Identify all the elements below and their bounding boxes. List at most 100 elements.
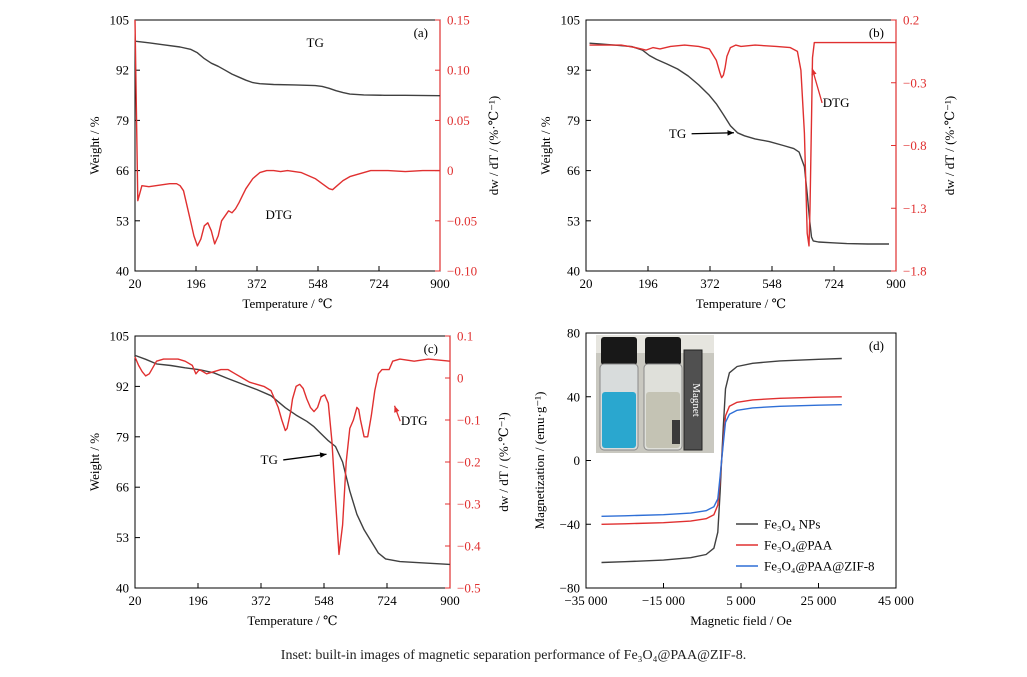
panel-label: (b) xyxy=(869,25,884,40)
annotation-arrowhead xyxy=(811,68,817,76)
x-tick-label: 548 xyxy=(762,276,782,291)
annotation-arrow xyxy=(283,453,327,461)
y-tick-label: −40 xyxy=(560,517,580,532)
chart-panel-3: Magnet −35 000 −15 000 5 000 25 000 45 000 −80… xyxy=(532,326,914,629)
legend-label: Fe₃O₄@PAA@ZIF-8 xyxy=(764,559,875,574)
panel-label: (d) xyxy=(869,338,884,353)
y-axis-label: Weight / % xyxy=(87,433,102,491)
y-right-axis-label: dw / dT / (%·℃⁻¹) xyxy=(486,96,501,195)
y-right-tick-label: −0.3 xyxy=(457,497,481,512)
y-tick-label: 105 xyxy=(110,329,130,344)
y-right-tick-label: 0.1 xyxy=(457,329,473,344)
x-tick-label: −15 000 xyxy=(642,593,685,608)
annotation-TG: TG xyxy=(307,35,324,50)
x-tick-label: 5 000 xyxy=(726,593,755,608)
y-right-tick-label: −0.4 xyxy=(457,539,481,554)
x-axis-label: Magnetic field / Oe xyxy=(690,613,792,628)
y-right-tick-label: −1.8 xyxy=(903,264,927,279)
inset-magnet-label: Magnet xyxy=(690,383,702,417)
y-tick-label: 80 xyxy=(567,326,580,341)
panel-label: (c) xyxy=(424,341,438,356)
x-tick-label: 25 000 xyxy=(801,593,837,608)
series-line-TG xyxy=(589,42,889,245)
y-tick-label: 0 xyxy=(574,453,581,468)
x-axis-label: Temperature / ℃ xyxy=(696,296,786,311)
legend-label: Fe₃O₄ NPs xyxy=(764,517,820,532)
annotation-TG: TG xyxy=(669,126,686,141)
plot-frame xyxy=(585,19,897,272)
y-tick-label: 53 xyxy=(567,213,580,228)
series-line-TG xyxy=(134,40,441,97)
annotation-TG: TG xyxy=(261,452,278,467)
y-tick-label: 92 xyxy=(116,63,129,78)
y-tick-label: 105 xyxy=(561,13,581,28)
y-right-tick-label: −0.10 xyxy=(447,264,477,279)
y-right-tick-label: −0.3 xyxy=(903,75,927,90)
legend-label: Fe₃O₄@PAA xyxy=(764,538,833,553)
y-right-tick-label: 0 xyxy=(457,371,464,386)
x-tick-label: 900 xyxy=(430,276,450,291)
y-tick-label: 79 xyxy=(116,429,129,444)
series-line-DTG xyxy=(134,19,440,247)
plot-frame xyxy=(134,335,451,589)
y-tick-label: 66 xyxy=(116,480,130,495)
annotation-arrowhead xyxy=(727,130,734,136)
vial-cap xyxy=(601,337,637,365)
figure-caption: Inset: built-in images of magnetic separ… xyxy=(280,648,747,663)
magnet-block xyxy=(683,349,703,451)
x-tick-label: 548 xyxy=(308,276,328,291)
annotation-arrow xyxy=(691,132,734,135)
y-tick-label: 79 xyxy=(567,113,580,128)
y-right-tick-label: 0.05 xyxy=(447,113,470,128)
y-right-tick-label: 0.15 xyxy=(447,13,470,28)
annotation-DTG: DTG xyxy=(265,207,292,222)
series-line-DTG xyxy=(134,356,451,556)
y-tick-label: 66 xyxy=(116,163,130,178)
x-tick-label: 196 xyxy=(638,276,658,291)
y-right-tick-label: 0.2 xyxy=(903,13,919,28)
x-tick-label: 372 xyxy=(247,276,267,291)
annotation-DTG: DTG xyxy=(823,95,850,110)
y-tick-label: 92 xyxy=(567,63,580,78)
vial-liquid-blue xyxy=(602,392,636,448)
y-tick-label: 40 xyxy=(116,264,129,279)
x-tick-label: 724 xyxy=(369,276,389,291)
y-tick-label: 53 xyxy=(116,213,129,228)
x-tick-label: 724 xyxy=(824,276,844,291)
y-tick-label: 66 xyxy=(567,163,581,178)
series-line-Fe₃O₄@PAA@ZIF-8 xyxy=(601,404,842,517)
y-right-tick-label: −0.1 xyxy=(457,413,481,428)
y-right-tick-label: 0 xyxy=(447,163,454,178)
y-right-tick-label: −0.8 xyxy=(903,138,927,153)
x-tick-label: 196 xyxy=(188,593,208,608)
x-tick-label: 900 xyxy=(440,593,460,608)
series-line-DTG xyxy=(589,41,896,247)
y-tick-label: 40 xyxy=(116,581,129,596)
x-tick-label: 196 xyxy=(186,276,206,291)
x-axis-label: Temperature / ℃ xyxy=(247,613,337,628)
y-tick-label: 79 xyxy=(116,113,129,128)
x-tick-label: 45 000 xyxy=(878,593,914,608)
y-right-tick-label: −0.05 xyxy=(447,213,477,228)
vial-liquid-clear xyxy=(646,392,680,448)
x-tick-label: −35 000 xyxy=(564,593,607,608)
chart-panel-0: 20 196 372 548 724 900 40 53 66 79 92 105 −0.10 −0.05… xyxy=(87,13,501,312)
x-tick-label: 372 xyxy=(700,276,720,291)
vial-cap xyxy=(645,337,681,365)
y-axis-label: Weight / % xyxy=(538,116,553,174)
x-tick-label: 724 xyxy=(377,593,397,608)
y-axis-label: Weight / % xyxy=(87,116,102,174)
y-right-tick-label: −1.3 xyxy=(903,201,927,216)
y-axis-label: Magnetization / (emu·g⁻¹) xyxy=(532,392,547,530)
chart-panel-2: 20 196 372 548 724 900 40 53 66 79 92 105 −0.5 −0.4 −0… xyxy=(87,329,511,629)
y-right-tick-label: −0.5 xyxy=(457,581,481,596)
inset-photo: Magnet xyxy=(596,335,714,453)
y-right-axis-label: dw / dT / (%·℃⁻¹) xyxy=(942,96,957,195)
annotation-DTG: DTG xyxy=(401,413,428,428)
y-tick-label: 53 xyxy=(116,530,129,545)
x-tick-label: 548 xyxy=(314,593,334,608)
y-right-tick-label: 0.10 xyxy=(447,63,470,78)
x-tick-label: 20 xyxy=(580,276,593,291)
x-axis-label: Temperature / ℃ xyxy=(242,296,332,311)
